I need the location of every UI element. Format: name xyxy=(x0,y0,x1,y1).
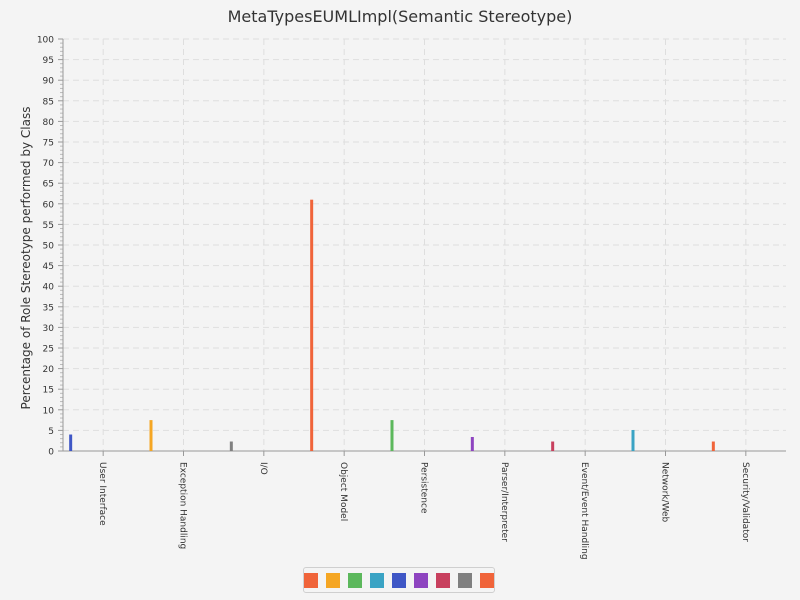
y-tick-label: 50 xyxy=(43,242,55,252)
y-tick-label: 40 xyxy=(43,283,55,293)
y-tick-label: 45 xyxy=(43,262,54,272)
x-tick-label: Parser/Interpreter xyxy=(499,462,509,542)
x-tick-label: Exception Handling xyxy=(178,462,188,549)
axis-labels: 0 5 10 15 20 25 30 35 40 45 50 55 60 65 70 75 80 85 90 95 10… xyxy=(37,36,750,560)
bar xyxy=(470,436,474,451)
chart-title: MetaTypesEUMLImpl(Semantic Stereotype) xyxy=(227,7,573,26)
x-tick-label: Network/Web xyxy=(660,462,670,523)
grid-lines xyxy=(63,38,786,451)
bar xyxy=(390,420,394,451)
y-tick-label: 25 xyxy=(43,345,54,355)
legend-swatch xyxy=(480,572,494,588)
bar xyxy=(711,441,715,451)
y-tick-label: 5 xyxy=(48,427,54,437)
y-tick-label: 90 xyxy=(43,77,55,87)
x-tick-label: I/O xyxy=(258,462,268,475)
legend-swatch xyxy=(392,572,406,588)
bar xyxy=(631,429,635,451)
y-tick-label: 15 xyxy=(43,386,54,396)
axes xyxy=(58,38,786,456)
y-tick-label: 100 xyxy=(37,36,54,46)
legend-swatch xyxy=(414,572,428,588)
y-tick-label: 10 xyxy=(43,406,55,416)
legend-swatch xyxy=(458,572,472,588)
y-tick-label: 85 xyxy=(43,97,54,107)
x-tick-label: Persistence xyxy=(419,462,429,514)
y-tick-label: 20 xyxy=(43,365,55,375)
bar xyxy=(551,441,555,451)
bar xyxy=(149,420,153,451)
y-tick-label: 65 xyxy=(43,180,54,190)
legend-swatch xyxy=(436,572,450,588)
y-tick-label: 55 xyxy=(43,221,54,231)
y-tick-label: 70 xyxy=(43,159,55,169)
legend-swatch xyxy=(370,572,384,588)
x-tick-label: Event/Event Handling xyxy=(579,462,589,560)
y-tick-label: 35 xyxy=(43,303,54,313)
bar xyxy=(229,441,233,451)
legend-swatch xyxy=(304,572,318,588)
legend-swatch xyxy=(348,572,362,588)
y-tick-label: 30 xyxy=(43,324,55,334)
y-tick-label: 60 xyxy=(43,200,55,210)
bar xyxy=(69,434,73,451)
bars xyxy=(69,199,715,451)
x-tick-label: Security/Validator xyxy=(740,462,750,542)
x-tick-label: User Interface xyxy=(97,462,107,526)
y-tick-label: 80 xyxy=(43,118,55,128)
legend xyxy=(303,567,495,593)
y-tick-label: 75 xyxy=(43,139,54,149)
y-tick-label: 95 xyxy=(43,56,54,66)
y-tick-label: 0 xyxy=(48,448,54,458)
y-axis-label: Percentage of Role Stereotype performed … xyxy=(19,107,33,410)
x-tick-label: Object Model xyxy=(338,462,348,521)
legend-swatch xyxy=(326,572,340,588)
bar xyxy=(310,199,314,451)
